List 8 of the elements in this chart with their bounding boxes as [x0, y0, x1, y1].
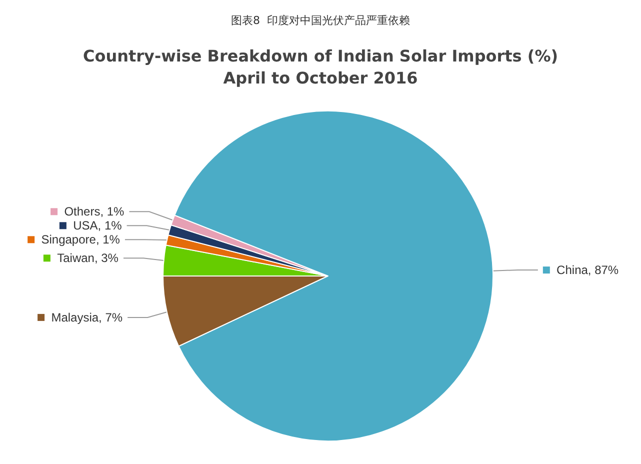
legend-label: USA, 1%: [73, 218, 122, 233]
legend-label: Others, 1%: [64, 204, 125, 219]
chart-title: 图表8 印度对中国光伏产品严重依赖: [231, 14, 410, 27]
legend-label: Taiwan, 3%: [57, 251, 119, 266]
chart-subtitle: Country-wise Breakdown of Indian Solar Imports (%) April to October 2016: [82, 46, 558, 88]
legend-label: Singapore, 1%: [41, 232, 120, 247]
legend-label: China, 87%: [556, 263, 619, 278]
legend-label: Malaysia, 7%: [51, 310, 123, 324]
